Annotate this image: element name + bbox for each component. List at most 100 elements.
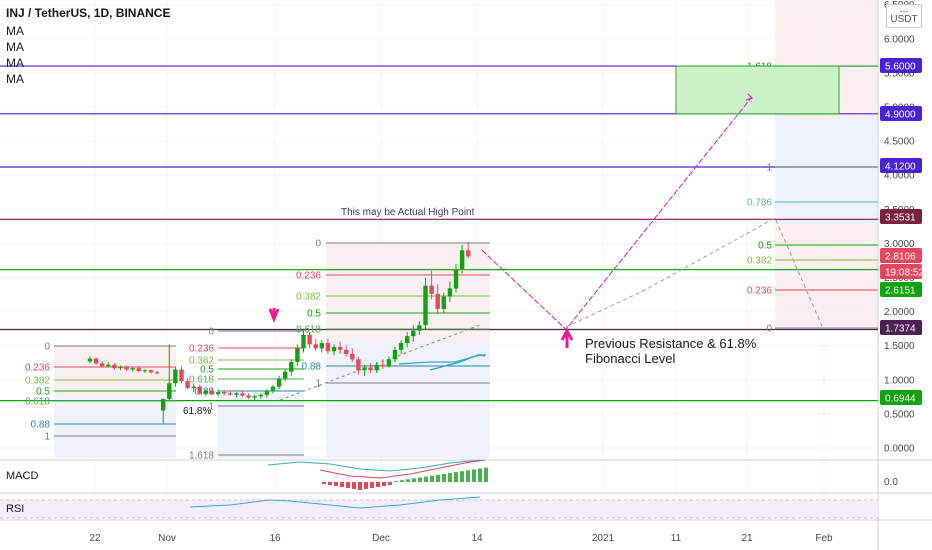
macd-label[interactable]: MACD — [6, 470, 39, 482]
macd-histogram-bar — [466, 470, 470, 482]
candle-body — [264, 390, 270, 395]
candle-body — [106, 364, 111, 367]
y-tick-label: 1.5000 — [884, 341, 915, 352]
rsi-label[interactable]: RSI — [6, 503, 25, 515]
macd-histogram-bar — [376, 482, 380, 487]
currency-selector[interactable]: ... USDT — [886, 4, 922, 28]
price-label-text: 2.6151 — [885, 286, 916, 297]
y-tick-label: 1.0000 — [884, 375, 915, 386]
price-label-text: 3.3531 — [885, 213, 916, 224]
price-label-badge — [880, 158, 922, 173]
y-tick-label: 2.0000 — [884, 307, 915, 318]
y-tick-label: 5.5000 — [884, 68, 915, 79]
macd-histogram-bar — [478, 468, 482, 482]
fib-1-level-label: 1 — [208, 402, 214, 413]
fib-0-level-label: 0.618 — [25, 397, 50, 408]
x-tick-label: Feb — [815, 533, 833, 544]
price-label-text: 4.1200 — [885, 162, 916, 173]
fib-2-level-label: 0.236 — [296, 271, 321, 282]
candle-body — [350, 353, 355, 360]
candle-body — [173, 369, 178, 384]
macd-histogram-bar — [364, 482, 368, 489]
macd-signal-line — [319, 459, 486, 479]
macd-histogram-bar — [322, 482, 326, 484]
macd-histogram-bar — [460, 471, 464, 482]
price-label-text: 2.8106 — [885, 252, 916, 263]
macd-histogram-bar — [454, 472, 458, 482]
candle-body — [130, 368, 135, 370]
candle-body — [209, 390, 215, 395]
target-zone-box — [675, 65, 840, 115]
projection-path — [481, 96, 753, 331]
macd-histogram-bar — [484, 467, 488, 482]
candle-body — [100, 363, 105, 367]
x-tick-label: 16 — [269, 533, 281, 544]
fib-1-level-label: 0 — [208, 327, 214, 338]
macd-histogram-bar — [424, 476, 428, 482]
candle-body — [337, 347, 343, 350]
macd-histogram-bar — [340, 482, 344, 487]
fib-1-level-label: 0.236 — [189, 344, 214, 355]
candle-body — [154, 372, 160, 374]
candle-body — [374, 364, 379, 371]
candle-body — [429, 285, 434, 294]
candle-body — [191, 386, 196, 388]
ma-indicator-3[interactable]: MA — [6, 56, 24, 70]
price-label-badge — [880, 264, 922, 279]
candle-body — [386, 359, 392, 367]
y-tick-label: 6.0000 — [884, 34, 915, 45]
fib-3-level-label: 0.5 — [758, 241, 772, 252]
candle-body — [234, 393, 239, 395]
macd-histogram-bar — [352, 482, 356, 489]
ma-indicator-4[interactable]: MA — [6, 72, 24, 86]
fib-2-level-label: 0.88 — [302, 362, 322, 373]
candle-body — [228, 393, 233, 395]
candle-body — [167, 383, 172, 399]
price-label-badge — [880, 390, 922, 405]
candle-body — [124, 366, 129, 370]
macd-histogram-bar — [412, 478, 416, 482]
candle-body — [215, 392, 221, 395]
price-label-badge — [880, 209, 922, 224]
candle-body — [87, 358, 93, 362]
fib-block-1-bg — [218, 393, 304, 458]
high-point-annotation: This may be Actual High Point — [341, 207, 475, 218]
y-tick-label: 0.5000 — [884, 409, 915, 420]
ma-line-2 — [429, 354, 486, 371]
fib-zone-lower-shade — [775, 224, 878, 329]
fib-2-level-label: 1 — [315, 379, 321, 390]
price-label-text: 19:08:52 — [885, 268, 924, 279]
candle-body — [276, 378, 282, 387]
y-tick-label: 4.5000 — [884, 137, 915, 148]
macd-histogram-bar — [334, 482, 338, 486]
x-tick-label: Dec — [372, 533, 390, 544]
candle-body — [118, 366, 123, 369]
macd-histogram-bar — [382, 482, 386, 486]
candle-body — [240, 393, 245, 396]
projection-arrowhead — [745, 93, 753, 101]
fib-0-level-label: 0.88 — [31, 420, 51, 431]
candle-body — [93, 358, 99, 364]
x-tick-label: 21 — [741, 533, 753, 544]
price-label-badge — [880, 248, 922, 263]
candle-body — [466, 250, 471, 257]
macd-histogram-bar — [346, 482, 350, 488]
fib-0-level-label: 1 — [44, 432, 50, 443]
candle-body — [362, 367, 367, 371]
macd-histogram-bar — [406, 479, 410, 482]
down-arrow-icon — [268, 308, 280, 324]
candle-body — [380, 364, 385, 367]
candle-body — [270, 386, 276, 391]
symbol-title[interactable]: INJ / TetherUS, 1D, BINANCE — [6, 6, 171, 20]
fib-3-level-label: 1 — [766, 163, 772, 174]
macd-histogram-bar — [400, 480, 404, 482]
ma-indicator-1[interactable]: MA — [6, 24, 24, 38]
price-label-text: 0.6944 — [885, 394, 916, 405]
ma-indicator-2[interactable]: MA — [6, 40, 24, 54]
candle-body — [435, 293, 440, 309]
x-tick-label: Nov — [158, 533, 176, 544]
fib-block-0-bg2 — [54, 396, 176, 458]
candle-body — [417, 325, 422, 331]
y-tick-label: 0.0000 — [884, 444, 915, 455]
